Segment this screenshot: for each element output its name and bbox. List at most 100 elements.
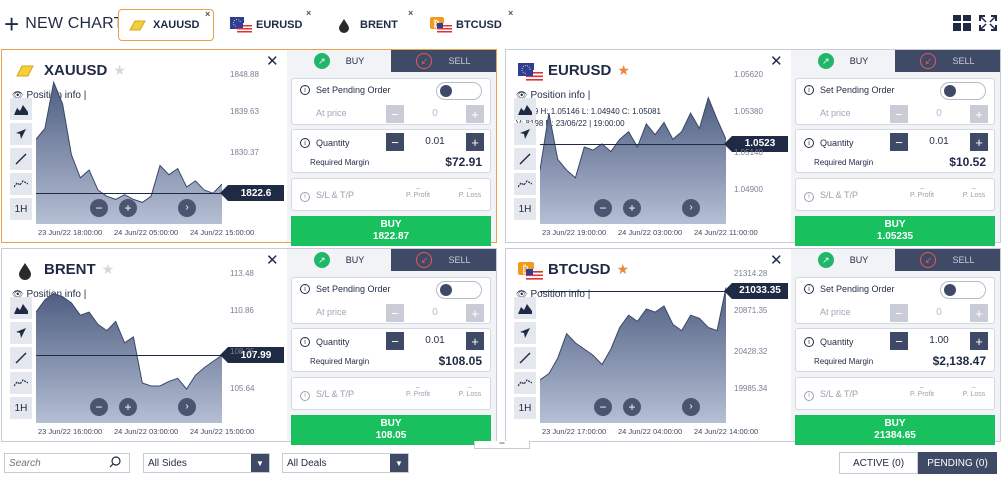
favorite-star-icon[interactable]: ★ — [101, 261, 115, 277]
pending-order-toggle[interactable] — [940, 82, 986, 100]
increment-button[interactable]: + — [466, 332, 484, 350]
decrement-button[interactable]: − — [386, 332, 404, 350]
at-price-value[interactable]: 0 — [432, 307, 438, 318]
increment-button[interactable]: + — [466, 304, 484, 322]
buy-button[interactable]: BUY 21384.65 — [795, 415, 995, 445]
favorite-star-icon[interactable]: ★ — [113, 62, 126, 78]
scroll-right-button[interactable]: › — [682, 398, 700, 416]
decrement-button[interactable]: − — [386, 133, 404, 151]
chart-type-icon[interactable] — [10, 98, 32, 120]
zoom-out-button[interactable]: − — [90, 398, 108, 416]
cursor-icon[interactable] — [514, 322, 536, 344]
price-chart[interactable] — [540, 70, 726, 224]
tab-active-deals[interactable]: ACTIVE (0) — [839, 452, 918, 474]
search-icon[interactable] — [109, 455, 121, 471]
indicator-icon[interactable] — [10, 372, 32, 394]
zoom-in-button[interactable]: + — [623, 199, 641, 217]
close-panel-icon[interactable]: ✕ — [266, 252, 279, 269]
price-chart[interactable] — [36, 70, 222, 224]
timeframe-button[interactable]: 1H — [514, 198, 536, 220]
position-info-toggle[interactable]: 👁 Position info | — [516, 90, 590, 101]
search-input[interactable] — [5, 457, 109, 469]
fullscreen-icon[interactable] — [979, 15, 997, 34]
quantity-value[interactable]: 0.01 — [425, 136, 445, 147]
price-chart[interactable] — [36, 269, 222, 423]
tab-close-icon[interactable]: × — [306, 8, 312, 18]
chart-tab-xauusd[interactable]: XAUUSD × — [118, 9, 214, 41]
indicator-icon[interactable] — [514, 372, 536, 394]
cursor-icon[interactable] — [10, 123, 32, 145]
buy-button[interactable]: BUY 108.05 — [291, 415, 491, 445]
grid-layout-icon[interactable] — [953, 15, 971, 34]
tab-close-icon[interactable]: × — [508, 8, 514, 18]
zoom-out-button[interactable]: − — [90, 199, 108, 217]
quantity-value[interactable]: 0.01 — [929, 136, 949, 147]
decrement-button[interactable]: − — [890, 105, 908, 123]
buy-tab[interactable]: ↗ BUY — [791, 249, 895, 271]
new-chart-button[interactable]: + NEW CHART — [4, 10, 124, 38]
scroll-right-button[interactable]: › — [178, 199, 196, 217]
buy-tab[interactable]: ↗ BUY — [287, 249, 391, 271]
increment-button[interactable]: + — [466, 105, 484, 123]
increment-button[interactable]: + — [466, 133, 484, 151]
chart-tab-eurusd[interactable]: EURUSD × — [222, 8, 312, 41]
tab-pending-deals[interactable]: PENDING (0) — [918, 452, 997, 474]
close-panel-icon[interactable]: ✕ — [266, 53, 279, 70]
trendline-icon[interactable] — [514, 148, 536, 170]
indicator-icon[interactable] — [10, 173, 32, 195]
decrement-button[interactable]: − — [890, 332, 908, 350]
increment-button[interactable]: + — [970, 133, 988, 151]
zoom-in-button[interactable]: + — [119, 199, 137, 217]
at-price-stepper[interactable]: − 0 + — [890, 304, 988, 322]
resize-handle[interactable]: ═ — [474, 440, 530, 449]
deals-dropdown[interactable]: All Deals ▼ — [282, 453, 409, 473]
at-price-stepper[interactable]: − 0 + — [386, 304, 484, 322]
chart-type-icon[interactable] — [514, 297, 536, 319]
decrement-button[interactable]: − — [386, 105, 404, 123]
pending-order-toggle[interactable] — [940, 281, 986, 299]
favorite-star-icon[interactable]: ★ — [617, 62, 630, 78]
cursor-icon[interactable] — [10, 322, 32, 344]
close-panel-icon[interactable]: ✕ — [770, 252, 783, 269]
zoom-out-button[interactable]: − — [594, 199, 612, 217]
quantity-stepper[interactable]: − 0.01 + — [386, 133, 484, 151]
buy-button[interactable]: BUY 1.05235 — [795, 216, 995, 246]
tab-close-icon[interactable]: × — [408, 8, 414, 18]
timeframe-button[interactable]: 1H — [10, 397, 32, 419]
timeframe-button[interactable]: 1H — [10, 198, 32, 220]
quantity-stepper[interactable]: − 0.01 + — [386, 332, 484, 350]
sell-tab[interactable]: ↙ SELL — [895, 50, 1000, 72]
timeframe-button[interactable]: 1H — [514, 397, 536, 419]
at-price-value[interactable]: 0 — [936, 108, 942, 119]
trendline-icon[interactable] — [514, 347, 536, 369]
position-info-toggle[interactable]: 👁 Position info | — [516, 289, 590, 300]
at-price-stepper[interactable]: − 0 + — [386, 105, 484, 123]
pending-order-toggle[interactable] — [436, 82, 482, 100]
zoom-out-button[interactable]: − — [594, 398, 612, 416]
decrement-button[interactable]: − — [386, 304, 404, 322]
sell-tab[interactable]: ↙ SELL — [391, 249, 496, 271]
tab-close-icon[interactable]: × — [205, 9, 211, 19]
at-price-value[interactable]: 0 — [936, 307, 942, 318]
at-price-stepper[interactable]: − 0 + — [890, 105, 988, 123]
zoom-in-button[interactable]: + — [623, 398, 641, 416]
chart-type-icon[interactable] — [10, 297, 32, 319]
cursor-icon[interactable] — [514, 123, 536, 145]
buy-tab[interactable]: ↗ BUY — [791, 50, 895, 72]
at-price-value[interactable]: 0 — [432, 108, 438, 119]
trendline-icon[interactable] — [10, 148, 32, 170]
price-chart[interactable] — [540, 269, 726, 423]
favorite-star-icon[interactable]: ★ — [616, 261, 630, 277]
increment-button[interactable]: + — [970, 105, 988, 123]
trendline-icon[interactable] — [10, 347, 32, 369]
pending-order-toggle[interactable] — [436, 281, 482, 299]
zoom-in-button[interactable]: + — [119, 398, 137, 416]
sides-dropdown[interactable]: All Sides ▼ — [143, 453, 270, 473]
increment-button[interactable]: + — [970, 332, 988, 350]
increment-button[interactable]: + — [970, 304, 988, 322]
decrement-button[interactable]: − — [890, 133, 908, 151]
buy-tab[interactable]: ↗ BUY — [287, 50, 391, 72]
close-panel-icon[interactable]: ✕ — [770, 53, 783, 70]
sell-tab[interactable]: ↙ SELL — [391, 50, 496, 72]
scroll-right-button[interactable]: › — [178, 398, 196, 416]
